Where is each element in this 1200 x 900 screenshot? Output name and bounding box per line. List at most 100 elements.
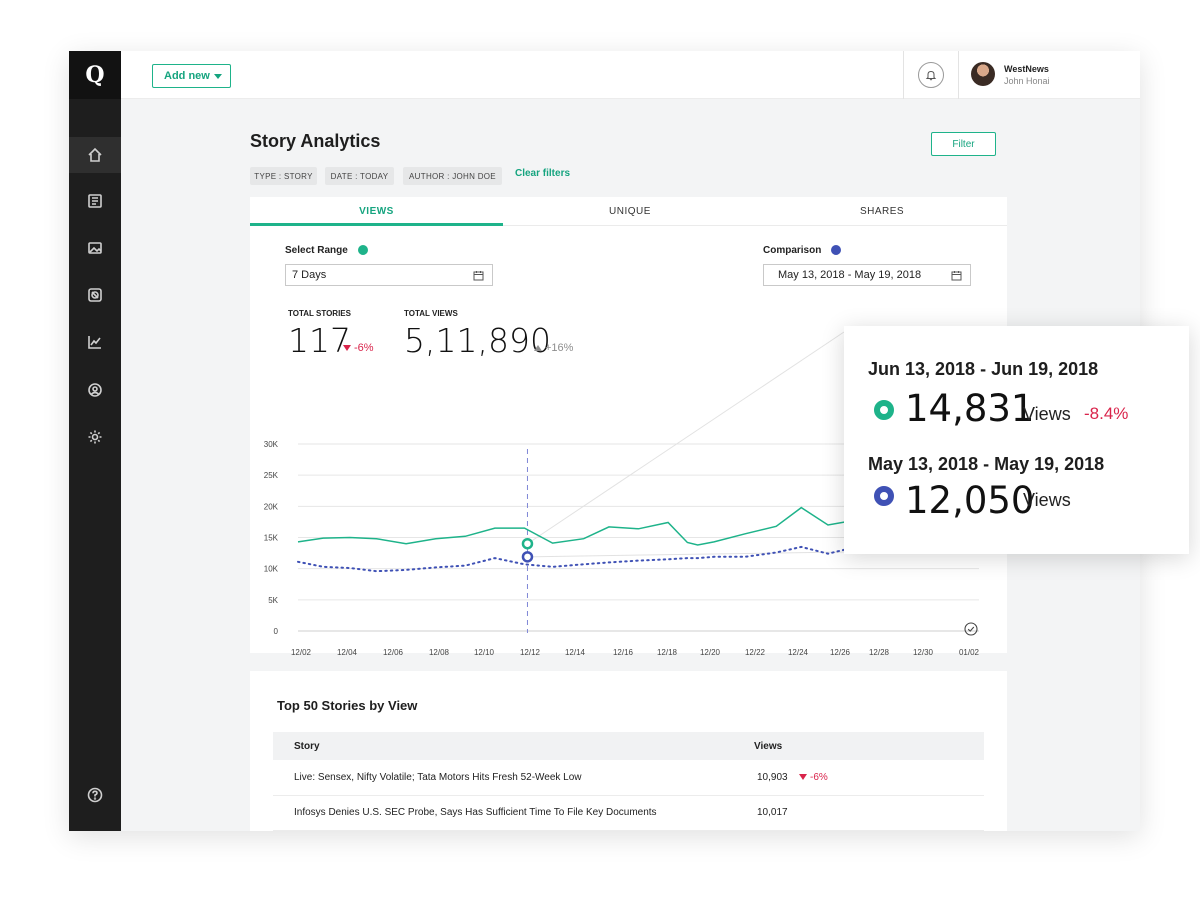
current-series-marker [874, 400, 894, 420]
home-icon [88, 147, 102, 162]
tab-shares[interactable]: SHARES [859, 205, 905, 217]
x-tick-label: 12/10 [474, 648, 495, 657]
filter-chip-date[interactable]: DATE : TODAY [325, 167, 394, 185]
range-value: 7 Days [292, 269, 327, 281]
tooltip-compare-value: 12,050 [905, 479, 1035, 522]
x-tick-label: 12/08 [429, 648, 450, 657]
x-tick-label: 12/28 [869, 648, 890, 657]
y-tick-label: 15K [264, 534, 279, 543]
x-tick-label: 12/26 [830, 648, 851, 657]
check-circle-icon[interactable] [964, 622, 978, 636]
kpi-views-delta-text: +16% [545, 342, 574, 354]
kpi-stories-value: 117 [288, 321, 351, 360]
current-point-marker [521, 537, 534, 550]
x-tick-label: 12/24 [788, 648, 809, 657]
y-tick-label: 5K [268, 596, 278, 605]
kpi-stories-delta: -6% [343, 342, 374, 354]
image-icon [88, 288, 102, 302]
sidebar: Q [69, 51, 121, 831]
comparison-select[interactable]: May 13, 2018 - May 19, 2018 [763, 264, 971, 286]
story-views: 10,017 [757, 807, 788, 818]
add-new-button[interactable]: Add new [152, 64, 231, 88]
tooltip-current-range: Jun 13, 2018 - Jun 19, 2018 [868, 359, 1099, 379]
story-title: Live: Sensex, Nifty Volatile; Tata Motor… [294, 772, 582, 783]
comparison-color-dot [831, 245, 841, 255]
top-stories-card: Top 50 Stories by View Story Views Live:… [250, 671, 1007, 831]
column-views[interactable]: Views [754, 741, 783, 752]
settings-icon [88, 430, 102, 444]
story-delta: -6% [799, 772, 828, 783]
active-tab-indicator [250, 223, 503, 226]
kpi-views-delta: +16% [534, 342, 573, 354]
x-tick-label: 12/06 [383, 648, 404, 657]
logo[interactable]: Q [69, 51, 121, 99]
tab-unique[interactable]: UNIQUE [609, 205, 651, 217]
tooltip-current-unit: Views [1023, 404, 1071, 424]
user-name: John Honai [1004, 76, 1050, 86]
page-title: Story Analytics [250, 131, 381, 151]
help-icon [87, 787, 103, 803]
range-color-dot [358, 245, 368, 255]
top-bar: Add new WestNews John Honai [121, 51, 1140, 99]
x-tick-label: 12/20 [700, 648, 721, 657]
notifications-button[interactable] [903, 51, 959, 99]
x-tick-label: 12/02 [291, 648, 312, 657]
story-views: 10,903 [757, 772, 788, 783]
articles-icon [88, 194, 102, 208]
trend-down-icon [799, 774, 807, 780]
tab-views[interactable]: VIEWS [359, 205, 394, 217]
table-row[interactable]: Live: Sensex, Nifty Volatile; Tata Motor… [273, 761, 984, 796]
x-tick-label: 12/30 [913, 648, 934, 657]
y-tick-label: 30K [264, 440, 279, 449]
clear-filters-link[interactable]: Clear filters [515, 168, 571, 179]
y-tick-label: 20K [264, 502, 279, 511]
x-tick-label: 12/18 [657, 648, 678, 657]
x-tick-label: 12/22 [745, 648, 766, 657]
media-icon [88, 242, 102, 254]
nav-images[interactable] [69, 277, 121, 313]
user-org: WestNews [1004, 64, 1049, 74]
nav-media[interactable] [69, 230, 121, 266]
kpi-stories-delta-text: -6% [354, 342, 374, 354]
table-title: Top 50 Stories by View [277, 698, 418, 713]
table-header: Story Views [273, 732, 984, 760]
chart-tooltip: Jun 13, 2018 - Jun 19, 2018 14,831 Views… [844, 326, 1189, 554]
nav-users[interactable] [69, 372, 121, 408]
tooltip-connector [527, 551, 845, 558]
calendar-icon [473, 271, 484, 281]
filter-chip-author[interactable]: AUTHOR : JOHN DOE [403, 167, 502, 185]
comparison-value: May 13, 2018 - May 19, 2018 [778, 269, 922, 281]
nav-home[interactable] [69, 137, 121, 173]
y-tick-label: 10K [264, 565, 279, 574]
avatar[interactable] [971, 62, 995, 86]
nav-help[interactable] [69, 777, 121, 813]
tooltip-current-value: 14,831 [905, 387, 1035, 430]
comparison-point-marker [521, 551, 534, 563]
story-title: Infosys Denies U.S. SEC Probe, Says Has … [294, 807, 657, 818]
nav-analytics[interactable] [69, 324, 121, 360]
table-row[interactable]: Infosys Denies U.S. SEC Probe, Says Has … [273, 796, 984, 831]
analytics-icon [88, 336, 101, 349]
compare-series-marker [874, 486, 894, 506]
y-tick-label: 25K [264, 471, 279, 480]
select-range-label: Select Range [285, 245, 348, 256]
app-window: Q Add new [69, 51, 1140, 831]
kpi-views-label: TOTAL VIEWS [404, 309, 458, 318]
tab-divider [250, 225, 1007, 226]
calendar-icon [951, 271, 962, 281]
nav-settings[interactable] [69, 419, 121, 455]
column-story[interactable]: Story [294, 741, 320, 752]
chevron-down-icon [214, 74, 222, 79]
x-tick-label: 12/04 [337, 648, 358, 657]
filter-button[interactable]: Filter [931, 132, 996, 156]
range-select[interactable]: 7 Days [285, 264, 493, 286]
tooltip-compare-range: May 13, 2018 - May 19, 2018 [868, 454, 1105, 474]
filter-chip-type[interactable]: TYPE : STORY [250, 167, 317, 185]
bell-icon [918, 62, 944, 88]
kpi-views-value: 5,11,890 [404, 321, 551, 360]
nav-articles[interactable] [69, 183, 121, 219]
tooltip-compare-unit: Views [1023, 490, 1071, 510]
trend-up-icon [534, 345, 542, 351]
x-tick-label: 01/02 [959, 648, 980, 657]
x-tick-label: 12/12 [520, 648, 541, 657]
